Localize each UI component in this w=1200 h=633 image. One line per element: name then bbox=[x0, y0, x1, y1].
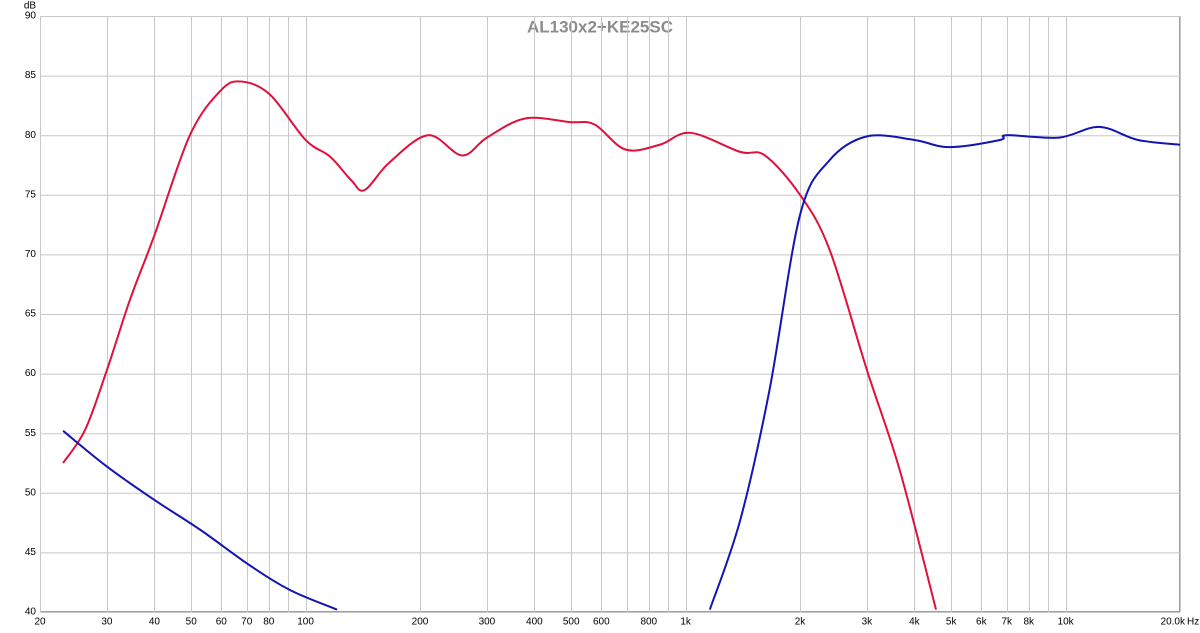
x-tick-label: 4k bbox=[909, 617, 921, 628]
y-tick-label: 65 bbox=[25, 309, 37, 320]
x-tick-label: 400 bbox=[526, 617, 543, 628]
y-tick-label: 40 bbox=[25, 607, 37, 618]
x-tick-label: 20.0k bbox=[1161, 617, 1186, 628]
x-tick-label: 3k bbox=[862, 617, 874, 628]
x-tick-label: 50 bbox=[186, 617, 198, 628]
y-tick-label: 90 bbox=[25, 11, 37, 22]
x-tick-label: 10k bbox=[1058, 617, 1075, 628]
x-tick-label: 6k bbox=[976, 617, 988, 628]
x-tick-label: 200 bbox=[412, 617, 429, 628]
x-axis-label: Hz bbox=[1187, 617, 1199, 628]
y-tick-label: 60 bbox=[25, 368, 37, 379]
x-tick-label: 8k bbox=[1024, 617, 1036, 628]
x-tick-label: 2k bbox=[795, 617, 807, 628]
x-tick-label: 70 bbox=[241, 617, 253, 628]
y-tick-label: 70 bbox=[25, 249, 37, 260]
x-tick-label: 80 bbox=[263, 617, 275, 628]
x-tick-label: 300 bbox=[479, 617, 496, 628]
y-tick-label: 75 bbox=[25, 189, 37, 200]
y-tick-label: 45 bbox=[25, 547, 37, 558]
x-tick-label: 5k bbox=[946, 617, 958, 628]
x-tick-label: 30 bbox=[101, 617, 113, 628]
y-tick-label: 85 bbox=[25, 70, 37, 81]
x-tick-label: 600 bbox=[593, 617, 610, 628]
x-tick-label: 100 bbox=[297, 617, 314, 628]
x-tick-label: 20 bbox=[34, 617, 46, 628]
y-tick-label: 80 bbox=[25, 130, 37, 141]
x-tick-label: 60 bbox=[216, 617, 228, 628]
x-tick-label: 800 bbox=[640, 617, 657, 628]
x-tick-label: 7k bbox=[1001, 617, 1013, 628]
x-tick-label: 500 bbox=[563, 617, 580, 628]
y-axis-label: dB bbox=[24, 1, 37, 12]
y-tick-label: 55 bbox=[25, 428, 37, 439]
y-tick-label: 50 bbox=[25, 487, 37, 498]
line-series bbox=[62, 80, 937, 610]
x-tick-label: 1k bbox=[680, 617, 692, 628]
chart-title: AL130x2+KE25SC bbox=[527, 17, 673, 36]
line-series bbox=[62, 125, 1180, 611]
x-tick-label: 40 bbox=[149, 617, 161, 628]
